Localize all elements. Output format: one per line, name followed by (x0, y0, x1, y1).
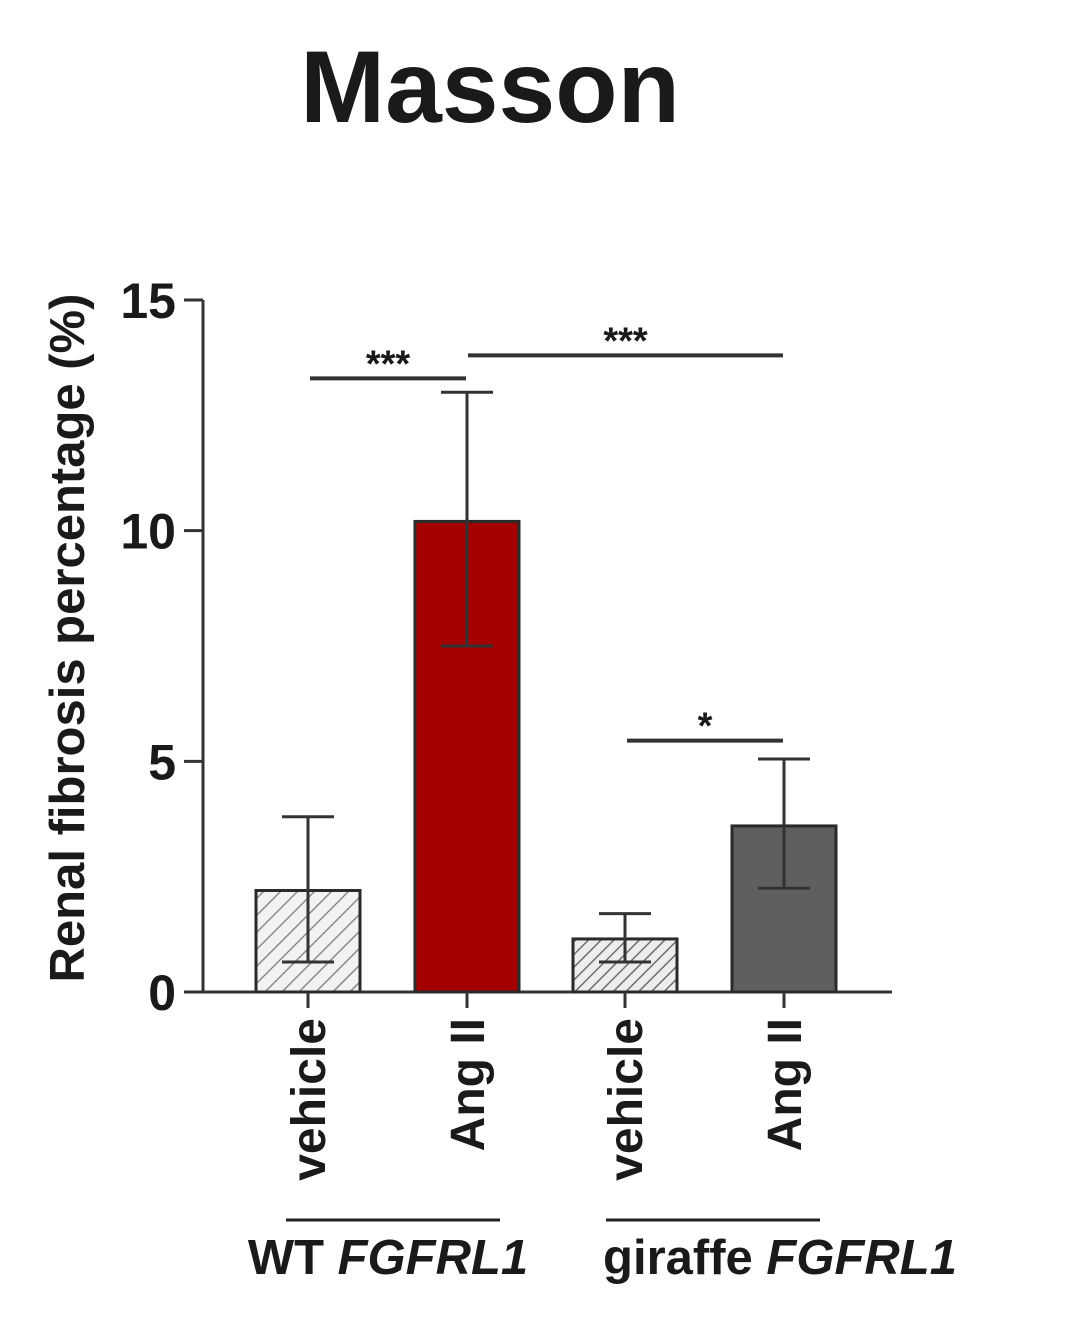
x-tick-labels: vehicle Ang II vehicle Ang II (283, 1018, 812, 1181)
error-bar (599, 912, 651, 1008)
significance-label: * (698, 706, 713, 748)
chart-title: Masson (300, 30, 680, 144)
group-label: giraffe FGFRL1 (603, 1231, 957, 1285)
group-label: WT FGFRL1 (248, 1231, 528, 1285)
group-labels: WT FGFRL1 giraffe FGFRL1 (248, 1218, 957, 1285)
bars (254, 519, 838, 994)
y-tick-label: 5 (148, 734, 176, 790)
y-axis-label: Renal fibrosis percentage (%) (41, 294, 95, 983)
significance-label: *** (603, 320, 648, 362)
significance-label: *** (366, 343, 411, 385)
x-tick-label: Ang II (759, 1018, 812, 1151)
y-tick-label: 10 (120, 504, 176, 560)
error-bar (441, 390, 493, 1008)
y-tick-label: 15 (120, 273, 176, 329)
error-bar (758, 757, 810, 1008)
x-tick-label: Ang II (442, 1018, 495, 1151)
x-tick-label: vehicle (600, 1018, 653, 1181)
y-ticks: 0 5 10 15 (120, 273, 203, 1021)
error-bar (282, 815, 334, 1008)
significance-markers: ******* (310, 320, 783, 748)
y-tick-label: 0 (148, 965, 176, 1021)
x-tick-label: vehicle (283, 1018, 336, 1181)
error-bars (282, 390, 810, 1008)
